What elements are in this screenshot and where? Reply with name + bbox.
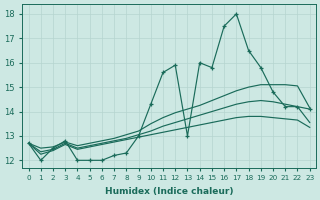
X-axis label: Humidex (Indice chaleur): Humidex (Indice chaleur)	[105, 187, 233, 196]
